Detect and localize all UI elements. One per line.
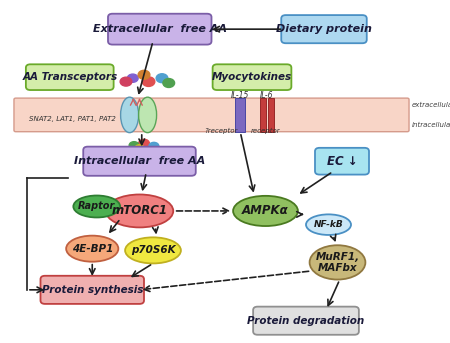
Text: ?receptor: ?receptor [204,128,237,134]
Text: Myocytokines: Myocytokines [212,72,292,82]
FancyBboxPatch shape [14,98,409,132]
Circle shape [135,145,144,152]
Text: IL-6: IL-6 [260,91,274,100]
Text: intracellular: intracellular [412,122,450,128]
FancyBboxPatch shape [108,14,212,45]
Circle shape [149,142,159,150]
Bar [235,98,245,132]
Ellipse shape [66,236,118,262]
Circle shape [138,70,150,79]
Circle shape [139,139,149,147]
Text: mTORC1: mTORC1 [112,204,167,217]
Ellipse shape [121,97,139,133]
Ellipse shape [73,196,120,217]
Text: extracellular: extracellular [412,102,450,108]
Text: AA Transceptors: AA Transceptors [22,72,117,82]
FancyBboxPatch shape [212,64,292,90]
Text: AMPKα: AMPKα [242,204,289,217]
Bar [260,98,266,132]
Text: IL-15: IL-15 [231,91,249,100]
FancyBboxPatch shape [315,148,369,175]
Ellipse shape [106,194,173,227]
Circle shape [142,77,155,86]
Text: MuRF1,
MAFbx: MuRF1, MAFbx [315,252,360,273]
Ellipse shape [310,245,365,280]
Circle shape [163,79,175,87]
Text: receptor: receptor [251,128,280,134]
Text: Intracellular  free AA: Intracellular free AA [74,156,205,166]
Text: Protein degradation: Protein degradation [248,316,364,326]
Text: 4E-BP1: 4E-BP1 [72,244,113,254]
Bar [268,98,274,132]
Circle shape [127,74,138,82]
Circle shape [120,77,132,86]
Text: EC ↓: EC ↓ [327,155,357,168]
Text: Raptor: Raptor [78,201,115,212]
Text: Extracellular  free AA: Extracellular free AA [93,24,227,34]
FancyBboxPatch shape [40,276,144,304]
Circle shape [156,74,168,83]
Text: SNAT2, LAT1, PAT1, PAT2: SNAT2, LAT1, PAT1, PAT2 [29,116,116,122]
Text: Protein synthesis: Protein synthesis [41,285,143,295]
Text: Dietary protein: Dietary protein [276,24,372,34]
Text: NF-kB: NF-kB [314,220,343,229]
Ellipse shape [139,97,157,133]
Ellipse shape [306,214,351,235]
Ellipse shape [125,237,181,263]
Text: p70S6K: p70S6K [130,245,176,256]
FancyBboxPatch shape [281,15,367,43]
Circle shape [129,142,139,149]
FancyBboxPatch shape [26,64,113,90]
Ellipse shape [233,196,298,226]
FancyBboxPatch shape [253,307,359,335]
FancyBboxPatch shape [83,147,196,176]
